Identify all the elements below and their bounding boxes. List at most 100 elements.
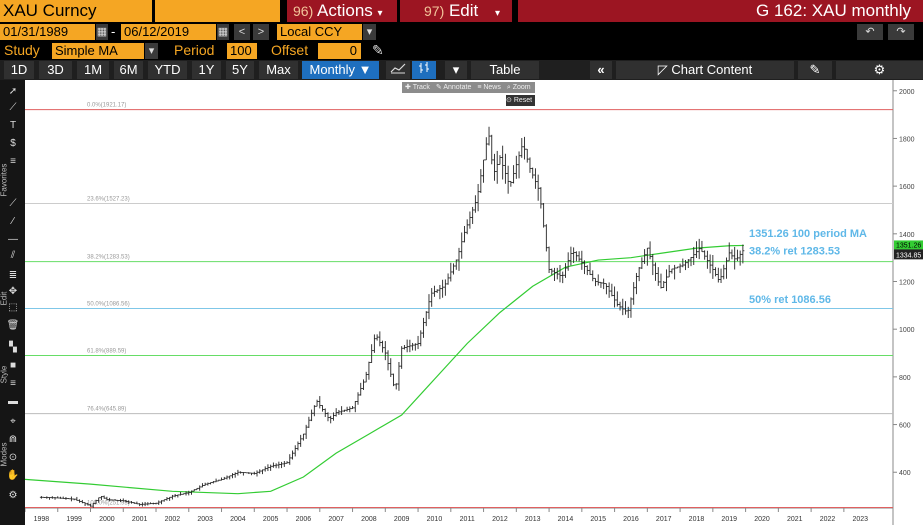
chart-content-button[interactable]: ◸ Chart Content: [616, 61, 794, 79]
y-tick-label: 600: [899, 423, 911, 430]
x-tick-label: 2010: [427, 516, 443, 523]
dollar-tool-icon[interactable]: $: [10, 138, 16, 149]
period-tab-3d[interactable]: 3D: [39, 61, 72, 79]
magnet-icon[interactable]: ⋒: [8, 434, 18, 445]
reset-zoom-button[interactable]: ⊙ Reset: [506, 95, 535, 106]
x-tick-label: 2023: [852, 516, 868, 523]
redo-button[interactable]: ↷: [888, 24, 914, 40]
undo-button[interactable]: ↶: [857, 24, 883, 40]
ruler-icon[interactable]: ⟋: [9, 198, 17, 209]
x-tick-label: 2002: [165, 516, 181, 523]
period-tab-1m[interactable]: 1M: [77, 61, 109, 79]
collapse-button[interactable]: «: [590, 61, 612, 79]
brush-icon[interactable]: ▚: [9, 342, 17, 353]
y-tick-label: 400: [899, 470, 911, 477]
color-swatch-icon[interactable]: ■: [9, 360, 17, 371]
annotate-button[interactable]: ✎ Annotate: [435, 84, 472, 91]
offset-input[interactable]: 0: [318, 43, 361, 59]
reset-label: Reset: [513, 97, 533, 104]
offset-label: Offset: [271, 42, 309, 58]
fib-level-label: 100.0%(251.95): [87, 501, 130, 507]
y-tick-label: 800: [899, 375, 911, 382]
date-range-bar: 01/31/1989 ▦ - 06/12/2019 ▦ < > Local CC…: [0, 23, 923, 41]
period-tab-1y[interactable]: 1Y: [192, 61, 221, 79]
crosshair-icon[interactable]: ⌖: [10, 416, 16, 427]
text-tool-icon[interactable]: T: [9, 120, 17, 131]
select-box-icon[interactable]: ⬚: [8, 302, 18, 313]
track-button[interactable]: ✚ Track: [405, 84, 430, 91]
favorites-label: Favorites: [0, 163, 9, 197]
gear-icon[interactable]: ⚙: [836, 61, 923, 79]
move-icon[interactable]: ✥: [8, 286, 18, 297]
chart-annotation: 38.2% ret 1283.53: [749, 246, 840, 258]
channel-icon[interactable]: ⫽: [10, 250, 16, 261]
previous-period-button[interactable]: <: [234, 24, 250, 40]
chevron-down-icon: ▼: [358, 62, 372, 77]
chevron-down-icon[interactable]: ▾: [363, 24, 376, 40]
x-tick-label: 2019: [721, 516, 737, 523]
ticker-command-area[interactable]: [155, 0, 280, 22]
line-chart-icon[interactable]: [386, 61, 410, 79]
period-tab-6m[interactable]: 6M: [114, 61, 143, 79]
chevron-down-icon[interactable]: ▾: [145, 43, 158, 59]
frequency-label: Monthly: [309, 62, 356, 77]
period-tab-max[interactable]: Max: [259, 61, 298, 79]
x-tick-label: 1998: [34, 516, 50, 523]
study-select[interactable]: Simple MA: [52, 43, 144, 59]
cursor-icon[interactable]: ➚: [8, 86, 18, 97]
next-period-button[interactable]: >: [253, 24, 269, 40]
chevron-down-icon[interactable]: ▾: [445, 61, 467, 79]
x-tick-label: 2022: [820, 516, 836, 523]
fibonacci-icon[interactable]: ≣: [8, 270, 18, 281]
ticker-field[interactable]: XAU Curncy: [0, 0, 152, 22]
hand-icon[interactable]: ✋: [6, 470, 20, 481]
fib-level-label: 0.0%(1921.17): [87, 103, 126, 109]
table-button[interactable]: Table: [471, 61, 539, 79]
x-tick-label: 2005: [263, 516, 279, 523]
period-tab-ytd[interactable]: YTD: [148, 61, 187, 79]
horizontal-line-icon[interactable]: —: [8, 234, 18, 245]
period-label: Period: [174, 42, 215, 58]
bar-chart-icon[interactable]: [412, 61, 436, 79]
y-tick-label: 1600: [899, 184, 915, 191]
x-tick-label: 2014: [558, 516, 574, 523]
edit-chart-icon[interactable]: ✎: [798, 61, 832, 79]
period-input[interactable]: 100: [227, 43, 257, 59]
pin-icon[interactable]: ⊙: [8, 452, 18, 463]
trash-icon[interactable]: 🗑: [6, 320, 20, 331]
label-tool-icon[interactable]: ≡: [10, 156, 16, 167]
actions-menu-button[interactable]: 96) Actions ▾: [287, 0, 397, 22]
trendline-icon[interactable]: ∕: [12, 216, 14, 227]
end-date-input[interactable]: 06/12/2019: [121, 24, 216, 40]
line-weight-icon[interactable]: ▬: [8, 396, 18, 407]
currency-select[interactable]: Local CCY: [277, 24, 362, 40]
zoom-button[interactable]: ⌕ Zoom: [506, 84, 531, 91]
start-date-input[interactable]: 01/31/1989: [0, 24, 95, 40]
line-style-icon[interactable]: ≡: [10, 378, 16, 389]
chart-mini-toolbar: ✚ Track ✎ Annotate ≡ News ⌕ Zoom: [402, 82, 535, 93]
line-tool-icon[interactable]: ⟋: [9, 102, 17, 113]
chart-toolbar: 1D 3D 1M 6M YTD 1Y 5Y Max Monthly ▼ ▾ Table « ◸…: [0, 60, 923, 80]
study-label: Study: [4, 42, 40, 58]
edit-menu-button[interactable]: 97) Edit ▾: [400, 0, 512, 22]
actions-menu-label: Actions: [317, 1, 373, 20]
x-tick-label: 2009: [394, 516, 410, 523]
chevron-down-icon: ▾: [495, 8, 501, 19]
calendar-icon[interactable]: ▦: [217, 24, 229, 40]
edit-menu-label: Edit: [448, 1, 479, 20]
price-chart[interactable]: 0.0%(1921.17) 23.6%(1527.23) 38.2%(1283.53…: [25, 80, 923, 525]
calendar-icon[interactable]: ▦: [96, 24, 108, 40]
last-price-tag: [894, 249, 923, 260]
chart-annotation: 50% ret 1086.56: [749, 294, 831, 306]
pencil-icon[interactable]: ✎: [372, 42, 384, 58]
chart-content-label: Chart Content: [671, 62, 753, 77]
news-button[interactable]: ≡ News: [477, 84, 501, 91]
actions-menu-number: 96): [293, 3, 314, 19]
x-tick-label: 2007: [328, 516, 344, 523]
settings-icon[interactable]: ⚙: [8, 490, 18, 501]
x-tick-label: 2011: [460, 516, 475, 523]
fib-level-label: 76.4%(645.89): [87, 407, 126, 413]
period-tab-1d[interactable]: 1D: [4, 61, 34, 79]
period-tab-5y[interactable]: 5Y: [226, 61, 254, 79]
frequency-select[interactable]: Monthly ▼: [302, 61, 379, 79]
